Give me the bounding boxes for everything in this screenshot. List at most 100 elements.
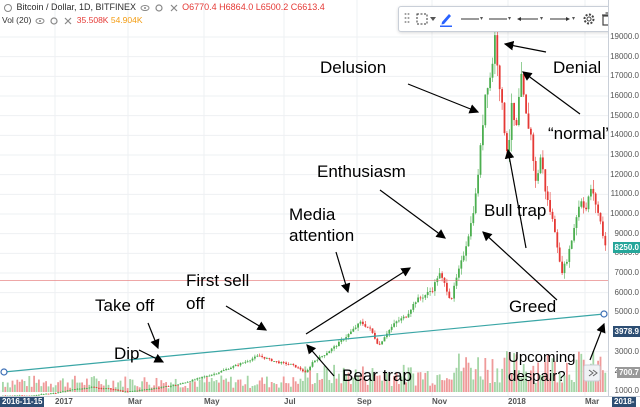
price-tick: 7000.0 bbox=[615, 268, 639, 277]
volume-bar bbox=[232, 388, 234, 392]
volume-indicator-label[interactable]: Vol (20) bbox=[2, 15, 31, 25]
annotation-media-1: Media bbox=[289, 205, 335, 225]
volume-bar bbox=[475, 369, 477, 392]
volume-bar bbox=[602, 370, 604, 392]
volume-bar bbox=[465, 357, 467, 392]
candle-body bbox=[148, 389, 150, 390]
price-chart[interactable] bbox=[0, 0, 608, 396]
candle-body bbox=[108, 388, 110, 389]
trend-line-handle bbox=[601, 311, 607, 317]
trend-line-handle bbox=[1, 369, 7, 375]
volume-ma-value: 54.904K bbox=[111, 15, 143, 25]
pencil-icon[interactable] bbox=[437, 10, 455, 28]
volume-bar bbox=[273, 383, 275, 392]
volume-bar bbox=[124, 377, 126, 392]
line-style-icon[interactable] bbox=[487, 10, 513, 28]
volume-bar bbox=[300, 379, 302, 392]
volume-bar bbox=[254, 385, 256, 392]
annotation-upcoming-2: despair? bbox=[508, 367, 566, 387]
symbol-title[interactable]: Bitcoin / Dollar, 1D, BITFINEX bbox=[17, 2, 137, 12]
line-solid-icon[interactable] bbox=[459, 10, 485, 28]
volume-bar bbox=[271, 382, 273, 392]
volume-bar bbox=[415, 386, 417, 392]
eye-icon[interactable] bbox=[35, 16, 45, 26]
candle-body bbox=[369, 328, 371, 329]
candle-body bbox=[602, 221, 604, 235]
settings-icon[interactable] bbox=[154, 3, 164, 13]
candle-body bbox=[225, 369, 227, 370]
candle-body bbox=[472, 213, 474, 223]
settings-icon[interactable] bbox=[49, 16, 59, 26]
time-tick: Mar bbox=[585, 397, 599, 406]
candle-body bbox=[247, 361, 249, 362]
volume-bar bbox=[192, 381, 194, 392]
volume-bar bbox=[26, 386, 28, 392]
candle-body bbox=[266, 358, 268, 359]
collapse-icon[interactable] bbox=[3, 3, 13, 13]
candle-body bbox=[501, 89, 503, 103]
volume-bar bbox=[223, 380, 225, 392]
gear-icon[interactable] bbox=[581, 10, 597, 28]
candle-body bbox=[136, 391, 138, 392]
chart-area[interactable]: Bitcoin / Dollar, 1D, BITFINEX O6770.4 H… bbox=[0, 0, 608, 396]
candle-body bbox=[297, 367, 299, 368]
volume-bar bbox=[482, 380, 484, 392]
candle-body bbox=[580, 201, 582, 206]
candle-body bbox=[192, 380, 194, 382]
candle-body bbox=[333, 346, 335, 348]
candle-body bbox=[288, 364, 290, 365]
candle-body bbox=[535, 161, 537, 181]
volume-bar bbox=[62, 378, 64, 392]
annotation-bear-trap: Bear trap bbox=[342, 366, 412, 386]
volume-bar bbox=[424, 373, 426, 392]
volume-bar bbox=[576, 360, 578, 392]
candle-body bbox=[165, 386, 167, 387]
time-axis[interactable]: 2016-11-15 2017 Mar May Jul Sep Nov 2018… bbox=[0, 396, 640, 407]
rectangle-select-icon[interactable] bbox=[413, 10, 431, 28]
candle-body bbox=[117, 390, 119, 391]
candle-body bbox=[309, 367, 311, 370]
chevron-down-icon[interactable] bbox=[430, 10, 436, 28]
candle-body bbox=[520, 74, 522, 97]
drag-handle-icon[interactable] bbox=[402, 10, 412, 28]
candle-body bbox=[600, 213, 602, 222]
volume-bar bbox=[184, 386, 186, 392]
price-tick: 12000.0 bbox=[610, 170, 639, 179]
volume-bar bbox=[295, 381, 297, 392]
time-tick: May bbox=[204, 397, 220, 406]
volume-value: 35.508K bbox=[77, 15, 109, 25]
candle-body bbox=[213, 374, 215, 375]
volume-bar bbox=[21, 380, 23, 392]
eye-icon[interactable] bbox=[140, 3, 150, 13]
candle-body bbox=[180, 383, 182, 384]
volume-bar bbox=[578, 352, 580, 392]
candle-body bbox=[91, 387, 93, 388]
candle-body bbox=[273, 361, 275, 362]
volume-bar bbox=[501, 369, 503, 392]
volume-bar bbox=[225, 378, 227, 392]
candle-body bbox=[422, 298, 424, 299]
volume-bar bbox=[33, 376, 35, 392]
volume-bar bbox=[458, 354, 460, 392]
line-arrow-right-icon[interactable] bbox=[547, 10, 577, 28]
line-arrow-both-icon[interactable] bbox=[515, 10, 545, 28]
candle-body bbox=[48, 394, 50, 395]
volume-bar bbox=[237, 380, 239, 392]
candle-body bbox=[264, 357, 266, 359]
drawing-toolbar bbox=[398, 6, 636, 32]
volume-bar bbox=[93, 376, 95, 392]
candle-body bbox=[86, 388, 88, 389]
candle-body bbox=[194, 380, 196, 381]
candle-body bbox=[216, 374, 218, 375]
candle-body bbox=[571, 241, 573, 249]
close-icon[interactable] bbox=[63, 16, 73, 26]
candle-body bbox=[122, 391, 124, 392]
volume-bar bbox=[168, 388, 170, 392]
volume-bar bbox=[57, 382, 59, 392]
candle-body bbox=[564, 264, 566, 273]
volume-bar bbox=[132, 380, 134, 392]
candle-body bbox=[139, 390, 141, 391]
candle-body bbox=[208, 376, 210, 377]
close-icon[interactable] bbox=[169, 3, 179, 13]
